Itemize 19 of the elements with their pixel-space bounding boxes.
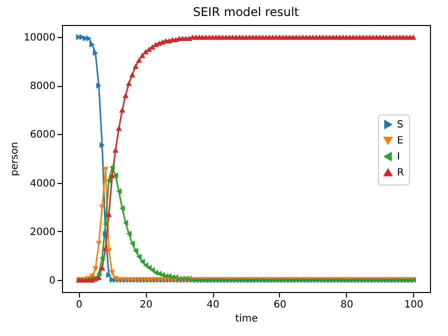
legend-label: I <box>397 152 400 162</box>
legend-label: S <box>397 120 404 130</box>
x-tick-label: 0 <box>76 300 82 310</box>
y-tick-label: 2000 <box>30 226 56 238</box>
y-tick-label: 4000 <box>30 178 56 190</box>
chart-title: SEIR model result <box>192 5 300 19</box>
y-tick-label: 8000 <box>30 81 56 92</box>
y-tick-label: 10000 <box>24 32 56 44</box>
legend-label: E <box>397 136 404 146</box>
y-axis-title: person <box>10 142 21 176</box>
x-tick-label: 40 <box>206 300 220 310</box>
x-axis-title: time <box>235 314 258 324</box>
x-tick-label: 20 <box>140 300 153 310</box>
y-tick-label: 0 <box>49 275 56 286</box>
x-tick-label: 60 <box>274 300 286 310</box>
x-tick-label: 100 <box>404 300 424 310</box>
legend-label: R <box>397 168 404 178</box>
y-tick-label: 6000 <box>30 130 56 141</box>
x-tick-label: 80 <box>340 300 354 310</box>
